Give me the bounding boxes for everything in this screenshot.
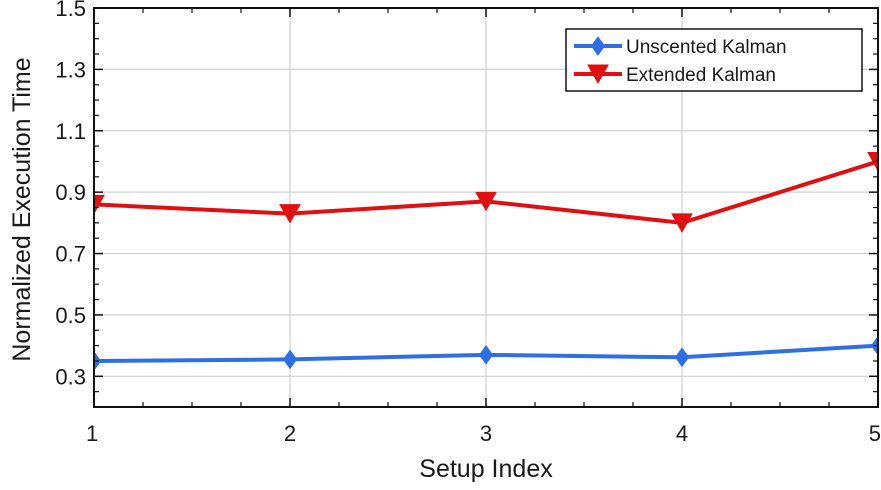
y-tick-label: 1.3 bbox=[55, 57, 86, 82]
series-layer bbox=[94, 151, 878, 371]
x-tick-label: 3 bbox=[480, 421, 492, 446]
y-axis-title: Normalized Execution Time bbox=[8, 57, 36, 361]
legend-box bbox=[565, 28, 863, 92]
axis-ticks: 1 2 3 4 5 0.3 0.5 0.7 0.9 1.1 1.3 1.5 bbox=[55, 0, 881, 446]
y-tick-label: 0.9 bbox=[55, 180, 86, 205]
y-tick-label: 1.1 bbox=[55, 119, 86, 144]
x-tick-label: 1 bbox=[86, 421, 98, 446]
data-point bbox=[94, 194, 105, 215]
legend: Unscented Kalman Extended Kalman bbox=[565, 28, 863, 92]
y-tick-label: 0.7 bbox=[55, 242, 86, 267]
legend-label: Unscented Kalman bbox=[626, 37, 787, 58]
x-tick-label: 5 bbox=[869, 421, 881, 446]
y-tick-label: 0.3 bbox=[55, 364, 86, 389]
legend-marker bbox=[587, 64, 609, 85]
data-point bbox=[478, 344, 494, 365]
data-point bbox=[674, 347, 690, 368]
data-point bbox=[279, 204, 301, 224]
data-point bbox=[282, 349, 298, 370]
x-axis-title: Setup Index bbox=[419, 455, 553, 483]
legend-marker bbox=[590, 36, 606, 56]
data-point bbox=[671, 213, 693, 233]
y-tick-label: 1.5 bbox=[55, 0, 86, 21]
y-tick-label: 0.5 bbox=[55, 303, 86, 328]
legend-label: Extended Kalman bbox=[626, 65, 776, 86]
x-tick-label: 2 bbox=[284, 421, 296, 446]
x-tick-label: 4 bbox=[676, 421, 688, 446]
data-point bbox=[475, 191, 497, 212]
